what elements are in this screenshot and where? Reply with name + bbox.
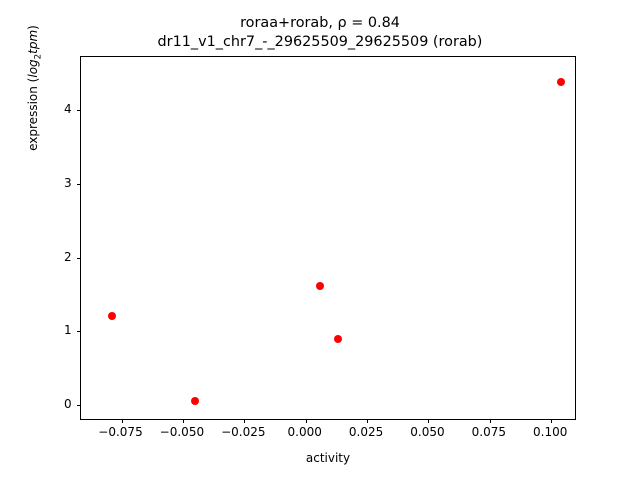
y-tick-mark — [77, 184, 81, 186]
x-tick-mark — [121, 419, 123, 423]
y-axis-label-subscript: 2 — [33, 53, 44, 60]
data-point — [191, 397, 200, 406]
chart-title-line-2: dr11_v1_chr7_-_29625509_29625509 (rorab) — [157, 34, 483, 50]
plot-area — [77, 56, 576, 423]
y-tick-label: 0 — [64, 397, 72, 412]
x-tick-label: −0.075 — [98, 425, 143, 439]
x-tick-mark — [551, 419, 553, 423]
x-tick-mark — [367, 419, 369, 423]
y-tick-mark — [77, 110, 81, 112]
x-tick-mark — [428, 419, 430, 423]
y-tick-label: 2 — [64, 249, 72, 264]
data-point — [333, 334, 342, 343]
x-tick-label: 0.050 — [410, 425, 445, 439]
x-tick-label: 0.025 — [348, 425, 384, 439]
x-tick-label: 0.100 — [533, 425, 568, 439]
data-point — [557, 77, 566, 86]
x-tick-label: −0.050 — [159, 425, 205, 439]
y-tick-label: 4 — [64, 102, 72, 117]
y-tick-mark — [77, 405, 81, 407]
x-tick-label: −0.025 — [221, 425, 266, 439]
x-tick-mark — [182, 419, 184, 423]
data-point — [316, 281, 325, 290]
y-axis-label: expression (log2tpm) — [26, 0, 43, 238]
y-axis-label-suffix: ) — [26, 25, 40, 30]
chart-title: roraa+rorab, ρ = 0.84 dr11_v1_chr7_-_296… — [0, 14, 640, 52]
y-tick-label: 1 — [64, 323, 72, 338]
x-tick-label: 0.075 — [471, 425, 507, 439]
x-tick-mark — [305, 419, 307, 423]
y-axis-label-prefix: expression ( — [26, 77, 40, 151]
y-tick-mark — [77, 257, 81, 259]
y-tick-label: 3 — [64, 176, 72, 191]
data-point — [107, 312, 116, 320]
x-axis-label: activity — [305, 451, 351, 465]
x-tick-label: 0.000 — [287, 425, 322, 439]
y-tick-mark — [77, 331, 81, 333]
x-tick-mark — [244, 419, 246, 423]
y-axis-label-tpm: tpm — [26, 29, 40, 54]
chart-title-line-1: roraa+rorab, ρ = 0.84 — [240, 15, 400, 31]
x-tick-mark — [489, 419, 491, 423]
y-axis-label-log: log — [26, 59, 40, 78]
